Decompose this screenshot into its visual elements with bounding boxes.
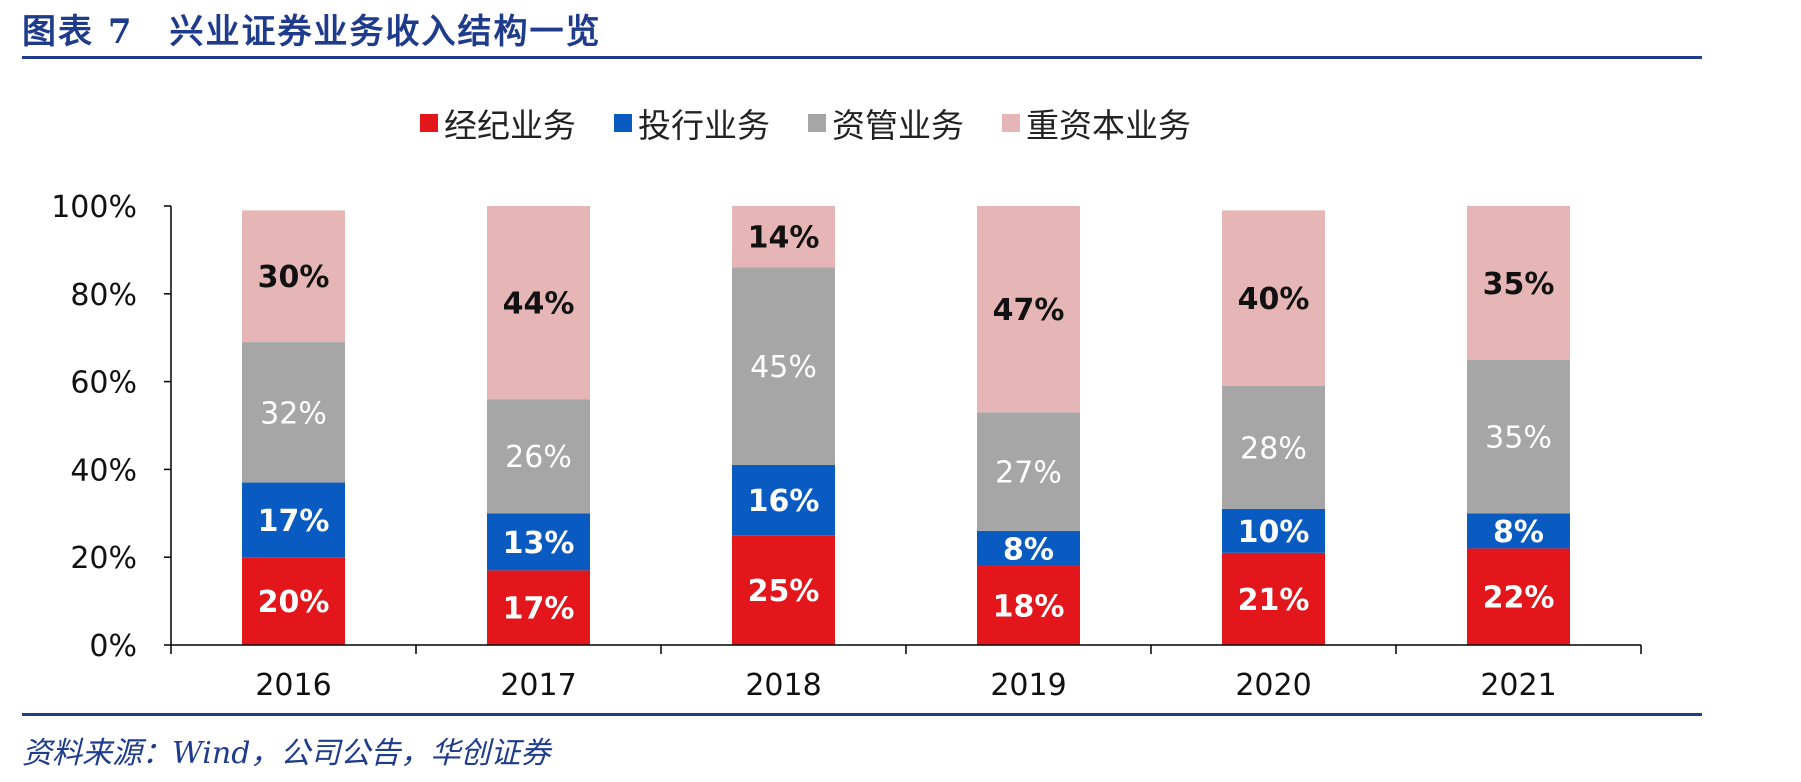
bar-brokerage-2020: [1222, 552, 1325, 645]
legend-label-brokerage: 经纪业务: [444, 106, 576, 145]
data-label-asset-management-2021: 35%: [1485, 420, 1552, 455]
bar-capital-intensive-2020: [1222, 210, 1325, 386]
y-tick-label-1: 20%: [70, 541, 137, 576]
data-label-investment-banking-2017: 13%: [503, 526, 575, 561]
data-label-brokerage-2017: 17%: [503, 592, 575, 627]
bar-brokerage-2018: [732, 535, 835, 645]
data-label-capital-intensive-2019: 47%: [993, 293, 1065, 328]
bar-asset-management-2017: [487, 399, 590, 514]
bar-capital-intensive-2018: [732, 206, 835, 268]
legend-item-capital-intensive: 重资本业务: [1002, 99, 1191, 147]
data-label-asset-management-2019: 27%: [995, 456, 1062, 491]
bar-asset-management-2019: [977, 412, 1080, 531]
bar-asset-management-2016: [242, 342, 345, 483]
bar-capital-intensive-2019: [977, 206, 1080, 413]
data-label-investment-banking-2018: 16%: [748, 484, 820, 519]
legend-swatch-asset-management: [808, 114, 826, 132]
data-label-capital-intensive-2016: 30%: [258, 260, 330, 295]
x-tick-label-2021: 2021: [1480, 668, 1556, 703]
data-label-investment-banking-2020: 10%: [1238, 515, 1310, 550]
x-tick-label-2016: 2016: [255, 668, 331, 703]
y-tick-label-2: 40%: [70, 453, 137, 488]
x-tick-label-2020: 2020: [1235, 668, 1311, 703]
y-tick-label-3: 60%: [70, 366, 137, 401]
data-label-investment-banking-2019: 8%: [1003, 532, 1054, 567]
data-label-brokerage-2018: 25%: [748, 574, 820, 609]
data-label-asset-management-2017: 26%: [505, 440, 572, 475]
chart-legend: 经纪业务 投行业务 资管业务 重资本业务: [420, 100, 1191, 146]
data-label-capital-intensive-2021: 35%: [1483, 267, 1555, 302]
y-tick-label-4: 80%: [70, 278, 137, 313]
legend-label-investment-banking: 投行业务: [638, 106, 770, 145]
bar-capital-intensive-2017: [487, 206, 590, 400]
data-label-asset-management-2016: 32%: [260, 396, 327, 431]
bar-investment-banking-2016: [242, 482, 345, 558]
header-rule: [22, 56, 1702, 59]
bar-brokerage-2019: [977, 565, 1080, 645]
bar-brokerage-2016: [242, 557, 345, 645]
bar-brokerage-2017: [487, 570, 590, 645]
data-label-investment-banking-2016: 17%: [258, 504, 330, 539]
data-label-asset-management-2018: 45%: [750, 350, 817, 385]
x-tick-label-2017: 2017: [500, 668, 576, 703]
bar-capital-intensive-2021: [1467, 206, 1570, 360]
bar-brokerage-2021: [1467, 548, 1570, 645]
bar-asset-management-2021: [1467, 359, 1570, 514]
data-label-brokerage-2019: 18%: [993, 589, 1065, 624]
data-label-investment-banking-2021: 8%: [1493, 515, 1544, 550]
bar-asset-management-2020: [1222, 385, 1325, 509]
legend-label-asset-management: 资管业务: [832, 106, 964, 145]
data-label-brokerage-2016: 20%: [258, 585, 330, 620]
y-tick-label-5: 100%: [51, 190, 137, 225]
x-tick-label-2018: 2018: [745, 668, 821, 703]
data-label-capital-intensive-2020: 40%: [1238, 282, 1310, 317]
data-label-brokerage-2021: 22%: [1483, 581, 1555, 616]
legend-label-capital-intensive: 重资本业务: [1026, 106, 1191, 145]
data-label-asset-management-2020: 28%: [1240, 431, 1307, 466]
footer-rule: [22, 713, 1702, 716]
legend-item-asset-management: 资管业务: [808, 99, 964, 147]
source-note: 资料来源：Wind，公司公告，华创证券: [22, 736, 551, 771]
x-tick-label-2019: 2019: [990, 668, 1066, 703]
bar-investment-banking-2018: [732, 465, 835, 536]
data-label-capital-intensive-2018: 14%: [748, 221, 820, 256]
legend-item-investment-banking: 投行业务: [614, 99, 770, 147]
bar-investment-banking-2021: [1467, 513, 1570, 549]
page-title: 图表 7 兴业证券业务收入结构一览: [22, 12, 602, 52]
y-tick-label-0: 0%: [89, 629, 137, 664]
legend-item-brokerage: 经纪业务: [420, 99, 576, 147]
bar-asset-management-2018: [732, 267, 835, 466]
data-label-brokerage-2020: 21%: [1238, 583, 1310, 618]
bar-investment-banking-2019: [977, 530, 1080, 566]
legend-swatch-brokerage: [420, 114, 438, 132]
legend-swatch-investment-banking: [614, 114, 632, 132]
bar-investment-banking-2017: [487, 513, 590, 571]
data-label-capital-intensive-2017: 44%: [503, 287, 575, 322]
bar-investment-banking-2020: [1222, 508, 1325, 553]
bar-capital-intensive-2016: [242, 210, 345, 343]
legend-swatch-capital-intensive: [1002, 114, 1020, 132]
